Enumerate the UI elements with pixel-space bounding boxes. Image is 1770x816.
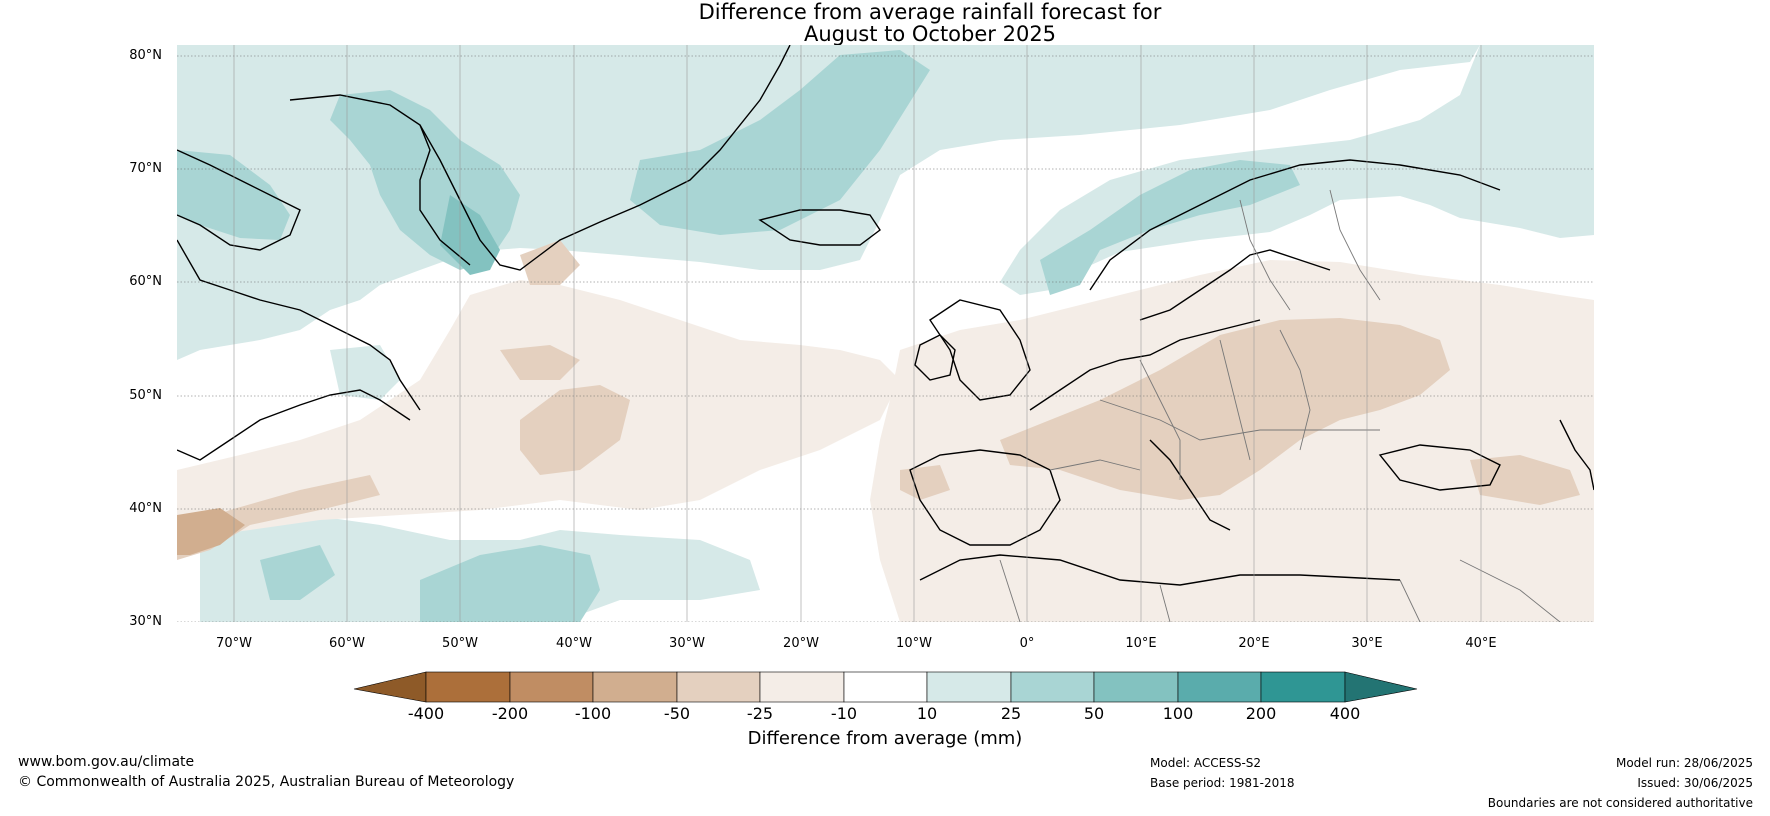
ireland-coastline (914, 334, 956, 381)
footer-model-run: Model run: 28/06/2025 (1615, 756, 1753, 770)
colorbar-tick-label: 10 (916, 704, 938, 723)
lon-label-30w: 30°W (669, 636, 705, 651)
colorbar-tick-label: 200 (1245, 704, 1277, 723)
footer-disclaimer: Boundaries are not considered authoritat… (1487, 796, 1753, 810)
colorbar-title: Difference from average (mm) (747, 728, 1023, 749)
colorbar-tick-label: -400 (407, 704, 445, 723)
colorbar-segment-7 (926, 671, 1012, 703)
black-sea-coastline (1378, 444, 1501, 491)
colorbar-segment-1 (425, 671, 511, 703)
dry-region-atlantic-north (500, 345, 580, 380)
lon-label-20w: 20°W (783, 636, 819, 651)
wet-region-norway (1040, 160, 1300, 295)
coastlines (177, 45, 1594, 586)
wet-region-baffin (177, 150, 290, 240)
continental-europe-coastline (1029, 319, 1261, 411)
wet-region-arctic-east (1000, 45, 1594, 295)
footer-base-period: Base period: 1981-2018 (1150, 776, 1295, 790)
colorbar-tick-label: -100 (574, 704, 612, 723)
lat-label-40n: 40°N (129, 501, 162, 516)
dry-region-black-sea (1470, 455, 1580, 505)
lat-label-70n: 70°N (129, 161, 162, 176)
colorbar-segment-9 (1093, 671, 1179, 703)
colorbar-segment-lt-400 (353, 671, 427, 703)
colorbar-segment-10 (1177, 671, 1262, 703)
british-isles-coastline (929, 299, 1031, 401)
wet-region-denmark-strait (630, 50, 930, 235)
north-america-east-coastline (177, 389, 411, 461)
caspian-coastline (1559, 419, 1594, 491)
lat-label-60n: 60°N (129, 274, 162, 289)
dry-region-central-europe (1000, 318, 1450, 500)
lon-label-0: 0° (1019, 636, 1035, 651)
colorbar-tick-label: 50 (1083, 704, 1105, 723)
wet-anomaly-regions (177, 45, 1594, 622)
dry-region-greenland-tip (520, 240, 580, 285)
colorbar-tick-label: -200 (491, 704, 529, 723)
labrador-coastline (177, 239, 421, 411)
lon-label-60w: 60°W (329, 636, 365, 651)
colorbar-tick-label: 400 (1329, 704, 1361, 723)
colorbar-tick-label: -25 (746, 704, 774, 723)
wet-region-west-atlantic (260, 545, 335, 600)
baffin-coastline (177, 149, 301, 251)
dry-region-southwest-core (177, 508, 245, 555)
footer-copyright: © Commonwealth of Australia 2025, Austra… (18, 774, 515, 790)
lon-label-40w: 40°W (556, 636, 592, 651)
colorbar (353, 671, 1418, 703)
lon-label-70w: 70°W (216, 636, 252, 651)
iberia-coastline (909, 449, 1061, 546)
footer-model: Model: ACCESS-S2 (1150, 756, 1262, 770)
meridians (233, 45, 1482, 622)
colorbar-segment-4 (676, 671, 761, 703)
scandinavia-coastline (1139, 249, 1331, 321)
colorbar-segment-2 (509, 671, 594, 703)
country-borders (999, 189, 1561, 622)
map-title-line-1: Difference from average rainfall forecas… (698, 0, 1162, 24)
lon-label-40e: 40°E (1465, 636, 1497, 651)
colorbar-segment-3 (592, 671, 678, 703)
graticule (177, 55, 1594, 622)
wet-region-newfoundland (330, 345, 400, 400)
lat-label-30n: 30°N (129, 614, 162, 629)
colorbar-segment-5 (759, 671, 845, 703)
dry-anomaly-regions (177, 240, 1594, 622)
norway-coastline (1089, 159, 1501, 291)
colorbar-tick-label: 100 (1162, 704, 1194, 723)
greenland-west-coastline (419, 124, 471, 266)
wet-region-subtropical-core (420, 545, 600, 622)
map-title-line-2: August to October 2025 (803, 22, 1057, 46)
colorbar-segment-8 (1010, 671, 1095, 703)
lon-label-30e: 30°E (1351, 636, 1383, 651)
greenland-coastline (289, 45, 791, 271)
iceland-coastline (758, 209, 881, 246)
colorbar-tick-label: 25 (1000, 704, 1022, 723)
dry-region-atlantic-core (520, 385, 630, 475)
colorbar-segment-11 (1260, 671, 1346, 703)
africa-north-coastline (919, 554, 1401, 586)
lon-label-20e: 20°E (1238, 636, 1270, 651)
colorbar-segment-gt-400 (1344, 671, 1418, 703)
lon-label-10e: 10°E (1125, 636, 1157, 651)
colorbar-tick-label: -50 (663, 704, 691, 723)
colorbar-segment-6 (843, 671, 928, 703)
lat-label-80n: 80°N (129, 48, 162, 63)
lon-label-10w: 10°W (896, 636, 932, 651)
italy-coastline (1149, 439, 1231, 531)
wet-region-greenland-south (440, 195, 500, 275)
dry-region-iberia (900, 465, 950, 500)
footer-url: www.bom.gov.au/climate (18, 754, 195, 770)
lat-label-50n: 50°N (129, 388, 162, 403)
footer-issued: Issued: 30/06/2025 (1637, 776, 1753, 790)
colorbar-tick-label: -10 (830, 704, 858, 723)
lon-label-50w: 50°W (442, 636, 478, 651)
